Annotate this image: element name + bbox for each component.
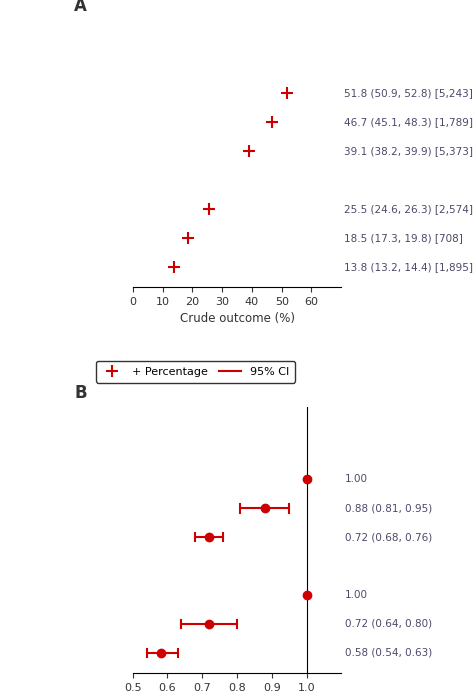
Text: 0.72 (0.68, 0.76): 0.72 (0.68, 0.76) (345, 532, 432, 542)
Text: 46.7 (45.1, 48.3) [1,789]: 46.7 (45.1, 48.3) [1,789] (344, 117, 473, 127)
Text: 0.72 (0.64, 0.80): 0.72 (0.64, 0.80) (345, 619, 432, 629)
Text: 0.58 (0.54, 0.63): 0.58 (0.54, 0.63) (345, 648, 432, 658)
Text: 1.00: 1.00 (345, 590, 368, 600)
Text: 25.5 (24.6, 26.3) [2,574]: 25.5 (24.6, 26.3) [2,574] (344, 204, 473, 214)
Text: 18.5 (17.3, 19.8) [708]: 18.5 (17.3, 19.8) [708] (344, 233, 463, 243)
Text: A: A (74, 0, 87, 15)
Text: 51.8 (50.9, 52.8) [5,243]: 51.8 (50.9, 52.8) [5,243] (344, 88, 473, 98)
Text: 39.1 (38.2, 39.9) [5,373]: 39.1 (38.2, 39.9) [5,373] (344, 146, 473, 156)
Legend: + Percentage, 95% CI: + Percentage, 95% CI (95, 361, 295, 382)
Text: 13.8 (13.2, 14.4) [1,895]: 13.8 (13.2, 14.4) [1,895] (344, 262, 473, 272)
Text: B: B (74, 384, 87, 402)
X-axis label: Crude outcome (%): Crude outcome (%) (180, 312, 294, 325)
Text: 1.00: 1.00 (345, 474, 368, 484)
Text: 0.88 (0.81, 0.95): 0.88 (0.81, 0.95) (345, 503, 432, 513)
